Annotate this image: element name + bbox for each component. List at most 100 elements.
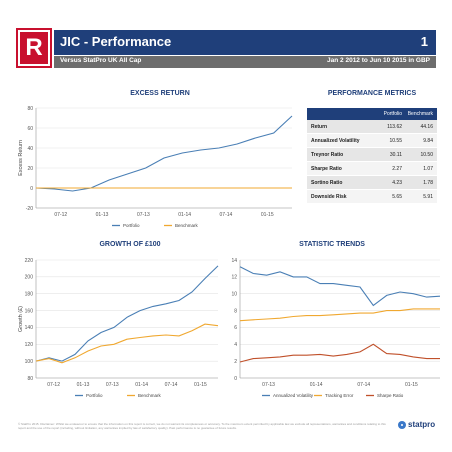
x-tick-label: 01-15 — [194, 382, 207, 388]
x-tick-label: 07-13 — [262, 382, 275, 388]
series-line-tracking-error — [239, 308, 440, 322]
excess-return-chart: -20 0 20 40 60 80 07-12 01-13 07-13 01-14 07-14 01-… — [18, 106, 293, 228]
x-tick-label: 01-14 — [135, 382, 148, 388]
metric-portfolio-value: 4.23 — [392, 179, 402, 186]
y-axis-label: Excess Return — [18, 140, 24, 176]
y-tick-label: 40 — [27, 146, 33, 152]
y-tick-label: 2 — [234, 359, 237, 365]
x-tick-label: 07-14 — [357, 382, 370, 388]
performance-metrics-table: Portfolio Benchmark Return 113.62 44.16 Ann… — [307, 108, 437, 204]
y-tick-label: 60 — [27, 126, 33, 132]
legend-label: Tracking Error — [325, 393, 354, 398]
y-tick-label: 80 — [27, 376, 33, 382]
legend-label: Portfolio — [123, 223, 140, 228]
x-tick-label: 01-14 — [310, 382, 323, 388]
statpro-mark-icon — [398, 420, 406, 429]
x-tick-label: 07-12 — [54, 212, 67, 218]
y-tick-label: 10 — [231, 292, 237, 298]
metrics-row: Sharpe Ratio 2.27 1.07 — [307, 162, 437, 176]
y-tick-label: 160 — [25, 308, 34, 314]
x-tick-label: 07-12 — [47, 382, 60, 388]
metric-portfolio-value: 2.27 — [392, 165, 402, 172]
y-tick-label: 80 — [27, 106, 33, 112]
x-tick-label: 07-14 — [220, 212, 233, 218]
x-tick-label: 07-13 — [137, 212, 150, 218]
y-tick-label: 0 — [30, 186, 33, 192]
metric-portfolio-value: 5.65 — [392, 193, 402, 200]
metric-label: Sortino Ratio — [311, 179, 343, 186]
y-tick-label: 20 — [27, 166, 33, 172]
x-tick-label: 07-13 — [106, 382, 119, 388]
x-tick-label: 01-14 — [178, 212, 191, 218]
legend-label: Portfolio — [86, 393, 103, 398]
metric-label: Sharpe Ratio — [311, 165, 342, 172]
metrics-row: Return 113.62 44.16 — [307, 120, 437, 134]
metrics-title: PERFORMANCE METRICS — [327, 90, 417, 97]
statistic-trends-title: STATISTIC TRENDS — [299, 241, 365, 248]
y-tick-label: 8 — [234, 308, 237, 314]
series-line-portfolio — [35, 265, 219, 362]
metric-portfolio-value: 10.55 — [389, 137, 402, 144]
metrics-row: Treynor Ratio 30.11 10.50 — [307, 148, 437, 162]
company-logo: R — [16, 28, 52, 68]
excess-return-title: EXCESS RETURN — [130, 90, 190, 97]
subtitle-bar: Versus StatPro UK All Cap Jan 2 2012 to … — [54, 56, 436, 68]
y-tick-label: 120 — [25, 342, 34, 348]
y-tick-label: 14 — [231, 258, 237, 264]
y-tick-label: 6 — [234, 325, 237, 331]
y-tick-label: 4 — [234, 342, 237, 348]
metric-benchmark-value: 10.50 — [420, 151, 433, 158]
legend-label: Benchmark — [175, 223, 199, 228]
metrics-row: Annualized Volatility 10.55 9.84 — [307, 134, 437, 148]
benchmark-name: Versus StatPro UK All Cap — [60, 57, 142, 64]
x-tick-label: 01-15 — [405, 382, 418, 388]
series-line-portfolio — [35, 115, 293, 192]
metric-benchmark-value: 5.91 — [423, 193, 433, 200]
metric-benchmark-value: 44.16 — [420, 123, 433, 130]
metric-label: Treynor Ratio — [311, 151, 344, 158]
y-axis-label: Growth (£) — [18, 306, 24, 332]
y-tick-label: -20 — [26, 206, 33, 212]
title-bar: JIC - Performance 1 — [54, 30, 436, 55]
statistic-trends-chart: 0 2 4 6 8 10 12 14 07-13 01-14 07-14 01-15 Annualize… — [231, 258, 441, 398]
growth-title: GROWTH OF £100 — [99, 241, 161, 248]
x-tick-label: 07-14 — [165, 382, 178, 388]
y-tick-label: 200 — [25, 275, 34, 281]
y-tick-label: 12 — [231, 275, 237, 281]
series-line-annualized-volatility — [239, 266, 441, 307]
metrics-header-portfolio: Portfolio — [383, 111, 402, 117]
metric-benchmark-value: 1.07 — [423, 165, 433, 172]
legend-label: Benchmark — [138, 393, 162, 398]
y-tick-label: 0 — [234, 376, 237, 382]
legend-label: Sharpe Ratio — [377, 393, 404, 398]
x-tick-label: 01-15 — [261, 212, 274, 218]
page-number: 1 — [420, 34, 428, 49]
metric-portfolio-value: 30.11 — [389, 151, 402, 158]
metrics-row: Sortino Ratio 4.23 1.78 — [307, 176, 437, 190]
metric-label: Return — [311, 123, 328, 130]
metric-benchmark-value: 9.84 — [423, 137, 433, 144]
statpro-brand: statpro — [408, 420, 436, 429]
y-tick-label: 140 — [25, 325, 34, 331]
growth-chart: 80 100 120 140 160 180 200 220 07-12 01-13 07-13 01… — [18, 258, 219, 398]
metric-label: Downside Risk — [311, 193, 347, 200]
metric-benchmark-value: 1.78 — [423, 179, 433, 186]
page-title: JIC - Performance — [60, 34, 172, 49]
metrics-row: Downside Risk 5.65 5.91 — [307, 190, 437, 204]
metric-portfolio-value: 113.62 — [387, 123, 402, 130]
logo-letter: R — [20, 32, 48, 64]
y-tick-label: 220 — [25, 258, 34, 264]
metrics-header-benchmark: Benchmark — [407, 111, 433, 117]
date-range: Jan 2 2012 to Jun 10 2015 in GBP — [327, 57, 430, 64]
y-tick-label: 180 — [25, 292, 34, 298]
series-line-sharpe-ratio — [239, 343, 440, 363]
series-line-benchmark — [35, 323, 219, 364]
metrics-header-row: Portfolio Benchmark — [307, 108, 437, 120]
metric-label: Annualized Volatility — [311, 137, 360, 144]
y-tick-label: 100 — [25, 359, 34, 365]
x-tick-label: 01-13 — [96, 212, 109, 218]
disclaimer: © StatPro 2015. Disclaimer: Whilst we en… — [18, 422, 386, 430]
legend-label: Annualized Volatility — [273, 393, 314, 398]
statpro-logo: statpro — [398, 420, 435, 429]
x-tick-label: 01-13 — [77, 382, 90, 388]
